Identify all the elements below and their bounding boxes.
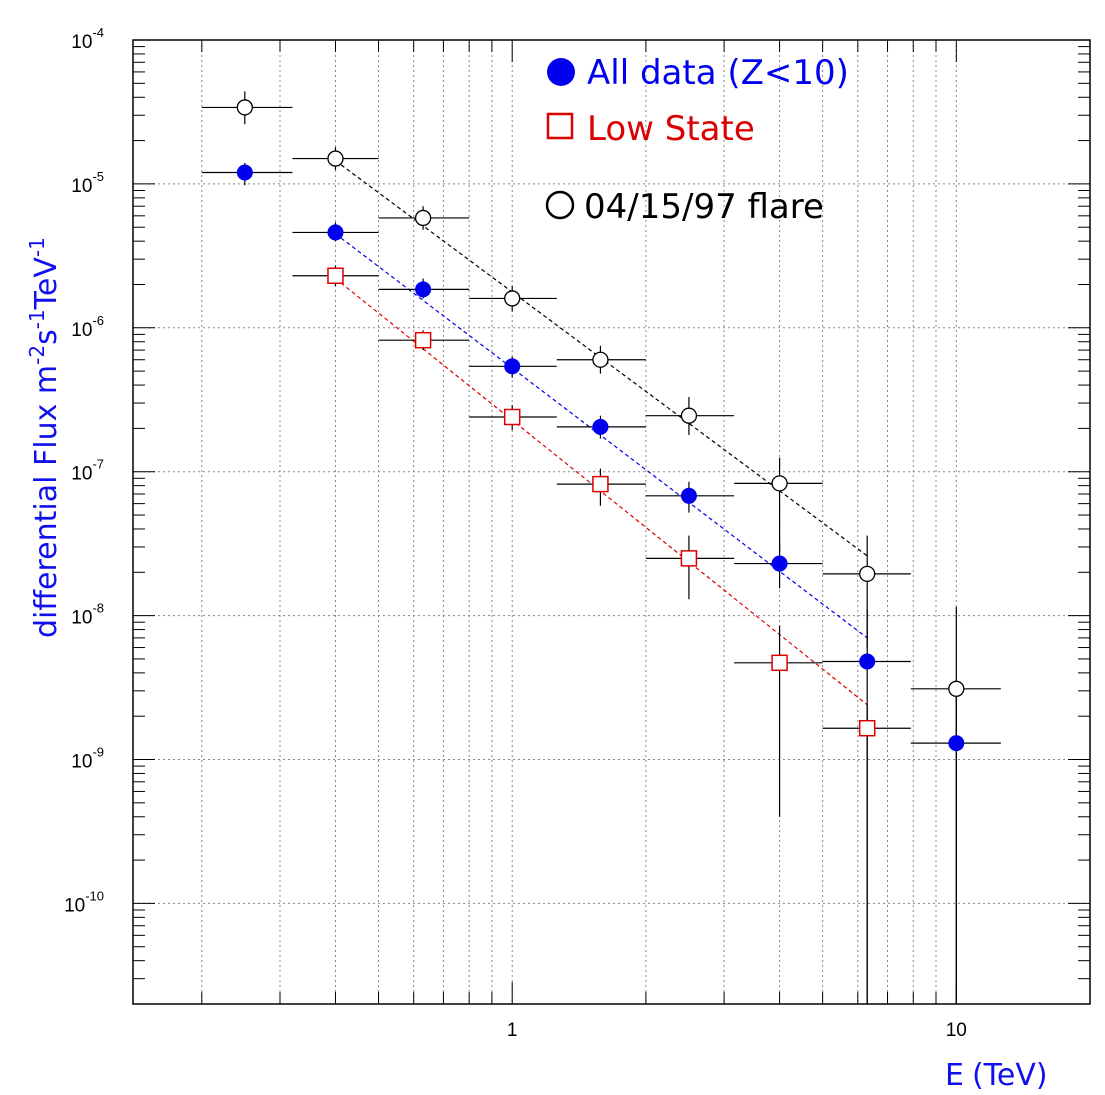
data-point-filled-circle bbox=[948, 735, 965, 752]
y-axis-title: differential Flux m-2s-1TeV-1 bbox=[25, 237, 64, 638]
error-bars bbox=[201, 91, 1001, 1004]
y-tick-label-base: 10 bbox=[71, 464, 92, 485]
y-tick-label-base: 10 bbox=[71, 176, 92, 197]
y-tick-label-exponent: -4 bbox=[92, 25, 104, 40]
y-tick-label: 10-8 bbox=[71, 601, 104, 629]
y-axis-title-exp3: -1 bbox=[25, 237, 49, 257]
data-point-open-square bbox=[680, 550, 698, 567]
x-axis-title-unit: (TeV) bbox=[972, 1058, 1048, 1093]
y-axis-title-exp2: -1 bbox=[25, 309, 49, 329]
y-tick-label-exponent: -10 bbox=[85, 888, 104, 903]
data-point-open-circle bbox=[680, 407, 698, 424]
data-point-filled-circle bbox=[504, 358, 521, 375]
data-point-filled-circle bbox=[592, 418, 609, 435]
y-tick-label-base: 10 bbox=[71, 320, 92, 341]
data-point-filled-circle bbox=[236, 164, 253, 181]
y-axis-title-tev: TeV bbox=[29, 257, 64, 311]
y-tick-label: 10-7 bbox=[71, 457, 104, 485]
data-point-filled-circle bbox=[859, 653, 876, 670]
data-markers bbox=[236, 99, 965, 752]
legend-marker-open-square bbox=[546, 112, 574, 140]
data-point-open-square bbox=[858, 719, 876, 737]
data-point-open-circle bbox=[414, 209, 432, 227]
legend-marker-open-circle bbox=[545, 190, 575, 220]
legend-item-low-state: Low State bbox=[546, 109, 755, 149]
data-point-filled-circle bbox=[327, 224, 344, 241]
data-point-open-square bbox=[414, 331, 432, 349]
y-axis-title-exp1: -2 bbox=[25, 345, 49, 365]
data-point-open-circle bbox=[236, 99, 253, 116]
y-tick-label-exponent: -7 bbox=[92, 457, 104, 472]
legend-marker-filled-circle bbox=[547, 58, 575, 86]
data-point-filled-circle bbox=[771, 555, 788, 572]
axis-ticks bbox=[133, 39, 1091, 1005]
y-tick-label: 10-5 bbox=[71, 169, 104, 197]
fit-line bbox=[335, 233, 868, 639]
y-axis-title-main: differential Flux m bbox=[29, 365, 64, 638]
data-point-open-square bbox=[771, 654, 788, 672]
legend-label-low-state: Low State bbox=[587, 109, 755, 149]
y-tick-label-base: 10 bbox=[71, 32, 92, 53]
data-point-open-circle bbox=[948, 680, 965, 697]
y-tick-label: 10-6 bbox=[71, 313, 104, 341]
legend-label-flare: 04/15/97 flare bbox=[584, 187, 824, 227]
y-tick-label-exponent: -5 bbox=[92, 169, 104, 184]
legend-item-flare: 04/15/97 flare bbox=[545, 187, 824, 227]
y-tick-label: 10-10 bbox=[64, 888, 104, 916]
data-point-open-square bbox=[327, 267, 344, 285]
fit-line bbox=[335, 278, 868, 706]
y-axis-title-s: s bbox=[29, 329, 64, 345]
y-tick-label: 10-4 bbox=[71, 25, 104, 53]
legend: All data (Z<10) Low State 04/15/97 flare bbox=[545, 53, 849, 227]
y-tick-label-base: 10 bbox=[71, 608, 92, 629]
data-point-open-square bbox=[503, 408, 521, 426]
y-tick-label-exponent: -9 bbox=[92, 745, 104, 760]
y-tick-label-base: 10 bbox=[71, 752, 92, 773]
y-tick-label-base: 10 bbox=[64, 895, 85, 916]
data-point-open-circle bbox=[859, 565, 876, 583]
legend-label-all-data: All data (Z<10) bbox=[587, 53, 849, 93]
plot-frame bbox=[132, 39, 1091, 1005]
grid bbox=[133, 39, 1091, 1004]
y-tick-label-exponent: -8 bbox=[92, 601, 104, 616]
data-point-open-circle bbox=[504, 290, 521, 307]
y-tick-label: 10-9 bbox=[71, 745, 104, 773]
x-tick-label: 1 bbox=[507, 1020, 518, 1041]
legend-item-all-data: All data (Z<10) bbox=[547, 53, 849, 93]
data-point-open-circle bbox=[592, 351, 609, 368]
data-point-filled-circle bbox=[680, 487, 697, 504]
x-axis-title: E (TeV) bbox=[945, 1058, 1048, 1093]
x-tick-label: 10 bbox=[946, 1020, 967, 1041]
y-tick-label-exponent: -6 bbox=[92, 313, 104, 328]
data-point-open-square bbox=[592, 475, 609, 493]
data-point-filled-circle bbox=[415, 281, 432, 298]
data-point-open-circle bbox=[327, 150, 344, 167]
x-axis-title-main: E bbox=[945, 1058, 964, 1093]
data-point-open-circle bbox=[771, 475, 788, 492]
